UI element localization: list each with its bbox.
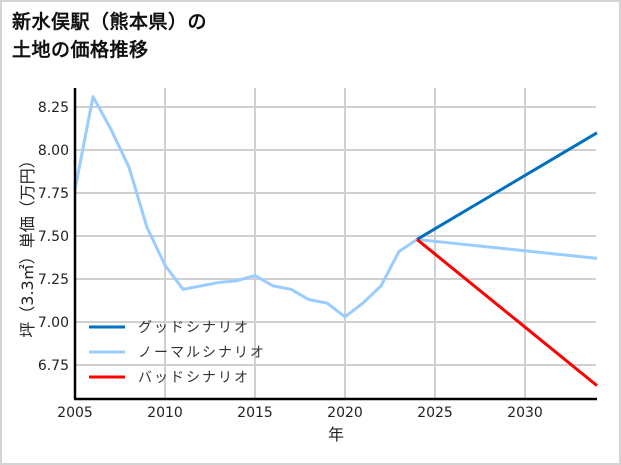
gridlines [75, 88, 596, 399]
y-tick-label: 7.50 [38, 229, 69, 245]
x-tick-labels: 2005 2010 2015 2020 2025 2030 [57, 405, 543, 421]
y-tick-label: 7.25 [38, 272, 69, 288]
x-tick-label: 2010 [147, 405, 183, 421]
axes [73, 88, 597, 401]
x-tick-label: 2025 [417, 405, 453, 421]
x-tick-label: 2005 [57, 405, 93, 421]
y-tick-label: 7.75 [38, 186, 69, 202]
y-tick-label: 8.00 [38, 143, 69, 159]
series-line-1 [73, 95, 598, 319]
chart-title-line1: 新水俣駅（熊本県）の [12, 11, 208, 33]
x-axis-label: 年 [328, 425, 344, 444]
y-tick-label: 7.00 [38, 315, 69, 331]
y-tick-label: 8.25 [38, 100, 69, 116]
x-tick-label: 2030 [507, 405, 543, 421]
y-tick-labels: 6.75 7.00 7.25 7.50 7.75 8.00 8.25 [38, 100, 69, 374]
series-line-2 [416, 238, 598, 387]
chart-title-line2: 土地の価格推移 [12, 39, 149, 61]
y-tick-label: 6.75 [38, 358, 69, 374]
series-lines [73, 95, 598, 387]
x-tick-label: 2020 [327, 405, 363, 421]
chart-title: 新水俣駅（熊本県）の 土地の価格推移 [12, 8, 207, 64]
legend-label: グッドシナリオ [138, 320, 250, 336]
legend-label: バッドシナリオ [138, 370, 250, 386]
x-tick-label: 2015 [237, 405, 273, 421]
legend-label: ノーマルシナリオ [138, 345, 266, 361]
y-axis-label: 坪（3.3㎡）単価（万円） [18, 152, 37, 337]
series-line-0 [416, 131, 598, 241]
